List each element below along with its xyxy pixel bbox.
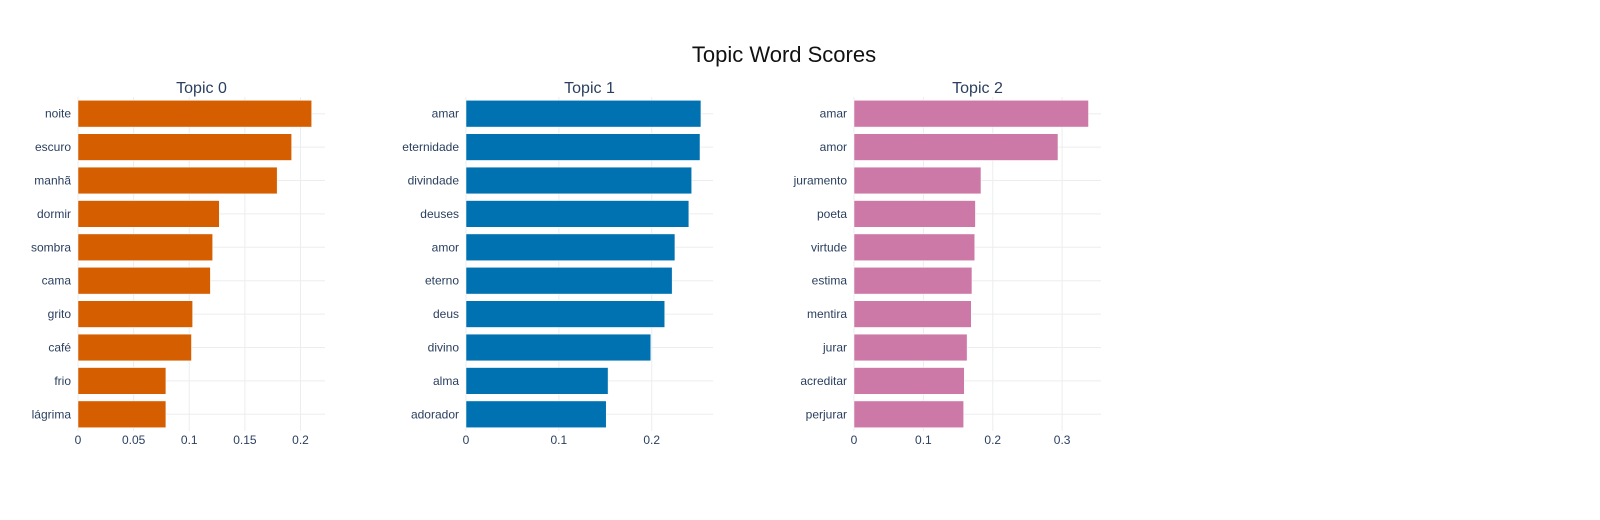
category-label: grito <box>48 307 72 321</box>
bar <box>853 233 975 261</box>
x-tick-label: 0 <box>851 433 858 447</box>
x-tick-label: 0.1 <box>551 433 568 447</box>
bar <box>465 367 609 395</box>
bar <box>465 133 701 161</box>
bar <box>77 100 312 128</box>
category-label: cama <box>42 274 72 288</box>
category-label: sombra <box>31 240 71 254</box>
category-label: acreditar <box>800 374 847 388</box>
subplot-title: Topic 0 <box>176 80 227 97</box>
category-label: amar <box>432 107 459 121</box>
subplot-topic-2: Topic 2 amar amor juramento poeta virtude esti… <box>793 80 1101 447</box>
bar <box>77 233 213 261</box>
bar <box>853 267 973 295</box>
bar <box>853 333 968 362</box>
x-tick-label: 0 <box>463 433 470 447</box>
category-label: lágrima <box>32 407 72 421</box>
bar <box>465 100 702 128</box>
bar <box>77 133 292 161</box>
category-label: escuro <box>35 140 71 154</box>
category-label: adorador <box>411 407 459 421</box>
category-label: estima <box>812 274 848 288</box>
bar <box>77 166 278 195</box>
bar <box>465 233 676 261</box>
category-label: eterno <box>425 274 459 288</box>
subplot-title: Topic 1 <box>564 80 615 97</box>
x-tick-label: 0.2 <box>984 433 1001 447</box>
chart-title: Topic Word Scores <box>691 42 877 67</box>
category-label: amar <box>820 107 847 121</box>
bar <box>465 300 665 328</box>
category-label: dormir <box>37 207 71 221</box>
category-label: poeta <box>817 207 847 221</box>
bar <box>853 367 965 395</box>
bar <box>77 200 220 228</box>
bar <box>465 267 673 295</box>
bar <box>853 133 1059 161</box>
category-label: juramento <box>793 174 848 188</box>
bar <box>465 166 692 195</box>
category-label: deuses <box>420 207 459 221</box>
category-label: frio <box>54 374 71 388</box>
category-label: deus <box>433 307 459 321</box>
bar <box>853 200 976 228</box>
subplot-topic-0: Topic 0 noite escuro manhã dormir sombra cama g… <box>31 80 325 447</box>
category-label: virtude <box>811 240 847 254</box>
category-label: eternidade <box>402 140 459 154</box>
bar <box>77 367 167 395</box>
category-label: mentira <box>807 307 847 321</box>
category-label: perjurar <box>806 407 847 421</box>
bar <box>77 400 167 428</box>
category-label: amor <box>432 240 459 254</box>
category-label: jurar <box>822 341 847 355</box>
bar <box>853 400 964 428</box>
category-label: noite <box>45 107 71 121</box>
bar <box>465 400 607 428</box>
bar <box>465 333 652 362</box>
x-tick-label: 0.3 <box>1054 433 1071 447</box>
bar <box>465 200 690 228</box>
bar <box>77 333 192 362</box>
bar <box>77 267 211 295</box>
x-tick-label: 0.2 <box>292 433 309 447</box>
x-tick-label: 0 <box>75 433 82 447</box>
bar <box>853 100 1089 128</box>
x-tick-label: 0.2 <box>643 433 660 447</box>
x-tick-label: 0.1 <box>915 433 932 447</box>
category-label: amor <box>820 140 847 154</box>
x-tick-label: 0.1 <box>181 433 198 447</box>
category-label: manhã <box>34 174 71 188</box>
subplot-topic-1: Topic 1 amar eternidade divindade deuses amor… <box>402 80 713 447</box>
category-label: alma <box>433 374 459 388</box>
subplot-title: Topic 2 <box>952 80 1003 97</box>
bar <box>853 166 982 195</box>
x-tick-label: 0.15 <box>233 433 257 447</box>
x-tick-label: 0.05 <box>122 433 146 447</box>
bar <box>853 300 972 328</box>
category-label: divino <box>428 341 460 355</box>
category-label: divindade <box>408 174 460 188</box>
category-label: café <box>48 341 71 355</box>
bar <box>77 300 193 328</box>
